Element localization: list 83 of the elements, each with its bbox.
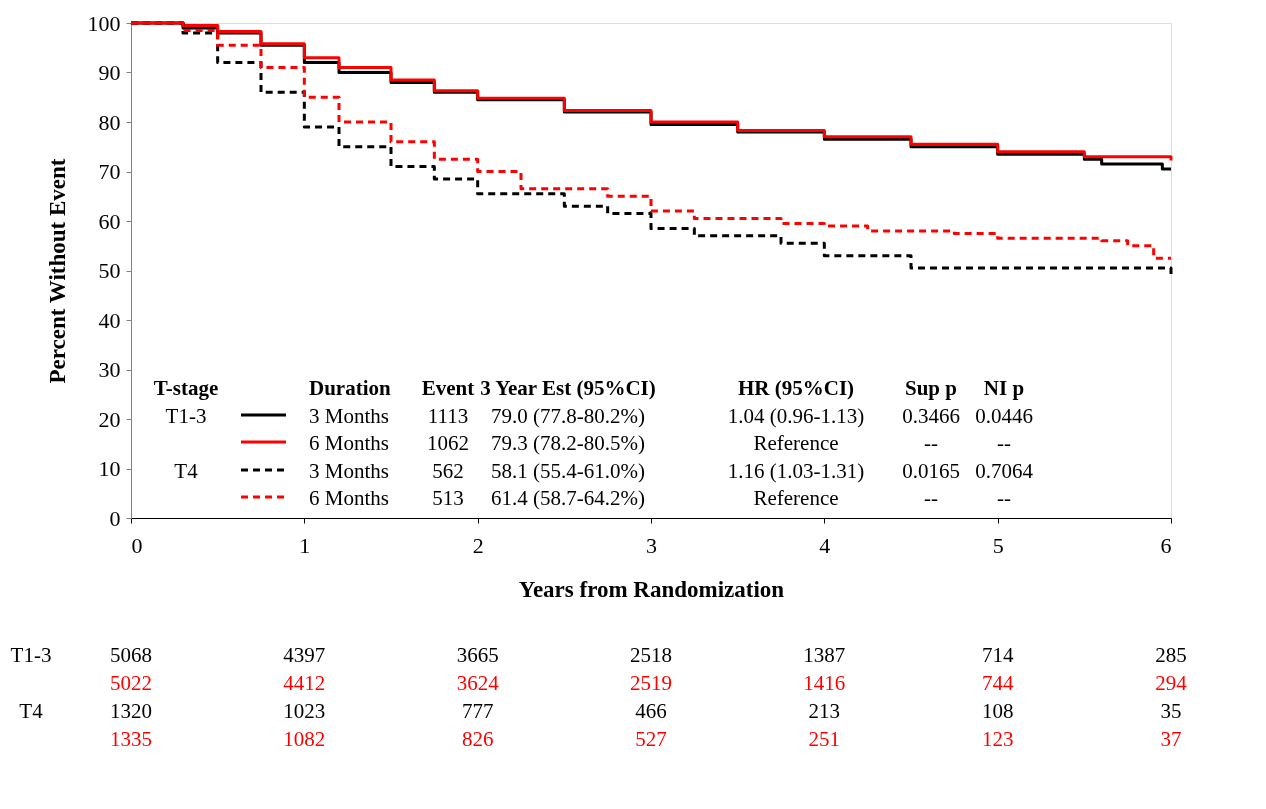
annotation: Reference [753, 431, 839, 455]
annotation: 1.04 (0.96-1.13) [727, 404, 865, 428]
y-tick-label: 40 [98, 307, 121, 333]
text: 527 [635, 727, 667, 751]
text: 1416 [803, 671, 846, 695]
annotation: T4 [174, 459, 199, 483]
text: 294 [1155, 671, 1188, 695]
text: 1387 [803, 643, 846, 667]
text: 123 [981, 727, 1014, 751]
annotation: 3 Year Est (95%CI) [480, 376, 656, 400]
annotation: 3 Months [309, 459, 389, 483]
text: 108 [981, 699, 1014, 723]
annotation: 0.0446 [975, 404, 1033, 428]
text: T4 [19, 699, 44, 723]
x-tick-label: 5 [992, 532, 1004, 558]
annotation: 58.1 (55.4-61.0%) [491, 459, 645, 483]
x-tick-label: 0 [131, 532, 143, 558]
text: 3665 [456, 643, 499, 667]
text: 5022 [110, 671, 152, 695]
annotation: -- [997, 431, 1011, 455]
text: 4412 [283, 671, 326, 695]
text: 2519 [630, 671, 672, 695]
text: 2518 [630, 643, 672, 667]
annotation: -- [924, 431, 938, 455]
annotation: 61.4 (58.7-64.2%) [491, 486, 645, 510]
x-axis-title: Years from Randomization [518, 576, 785, 602]
annotation: 513 [432, 486, 464, 510]
annotation: T-stage [153, 376, 219, 400]
x-tick-label: 1 [299, 532, 311, 558]
y-tick-label: 70 [98, 159, 121, 184]
y-axis-title: Percent Without Event [44, 158, 70, 384]
annotation: Sup p [905, 376, 957, 400]
text: 285 [1155, 643, 1187, 667]
text: 1023 [283, 699, 326, 723]
text: T1-3 [10, 643, 52, 667]
text: 1335 [110, 727, 152, 751]
annotation: 79.3 (78.2-80.5%) [491, 431, 645, 455]
text: 777 [461, 699, 494, 723]
text: 1082 [283, 727, 326, 751]
text: 213 [808, 699, 841, 723]
x-tick-label: 2 [472, 532, 484, 558]
y-tick-label: 50 [98, 258, 121, 283]
y-tick-label: 90 [98, 60, 121, 85]
annotation: -- [997, 486, 1011, 510]
text: 4397 [283, 643, 326, 667]
annotation: -- [924, 486, 938, 510]
y-tick-label: 80 [98, 109, 121, 135]
annotation: Duration [309, 376, 391, 400]
annotation: Event [421, 376, 475, 400]
annotation: 6 Months [309, 486, 389, 510]
text: 251 [808, 727, 841, 751]
annotation: T1-3 [165, 404, 207, 428]
text: 35 [1160, 699, 1182, 723]
y-tick-label: 60 [98, 208, 121, 234]
text: 826 [461, 727, 494, 751]
y-tick-label: 100 [87, 10, 121, 36]
annotation: 0.3466 [902, 404, 960, 428]
y-tick-label: 0 [109, 505, 121, 531]
y-tick-label: 10 [98, 456, 121, 481]
annotation: 1.16 (1.03-1.31) [727, 459, 865, 483]
x-tick-label: 6 [1160, 532, 1172, 558]
text: 5068 [110, 643, 152, 667]
text: 466 [635, 699, 667, 723]
annotation: 0.7064 [975, 459, 1034, 483]
annotation: HR (95%CI) [737, 376, 855, 400]
annotation: 1113 [427, 404, 469, 428]
annotation: 0.0165 [902, 459, 960, 483]
text: 1320 [110, 699, 152, 723]
y-tick-label: 20 [98, 406, 121, 432]
annotation: NI p [983, 376, 1025, 400]
text: 714 [981, 643, 1014, 667]
annotation: 3 Months [309, 404, 389, 428]
text: 3624 [456, 671, 500, 695]
annotation: Reference [753, 486, 839, 510]
annotation: 6 Months [309, 431, 389, 455]
annotation: 1062 [427, 431, 469, 455]
y-tick-label: 30 [98, 357, 121, 382]
annotation: 562 [432, 459, 464, 483]
text: 37 [1160, 727, 1182, 751]
x-tick-label: 4 [819, 532, 831, 558]
annotation: 79.0 (77.8-80.2%) [491, 404, 645, 428]
text: 744 [981, 671, 1014, 695]
x-tick-label: 3 [646, 532, 657, 558]
